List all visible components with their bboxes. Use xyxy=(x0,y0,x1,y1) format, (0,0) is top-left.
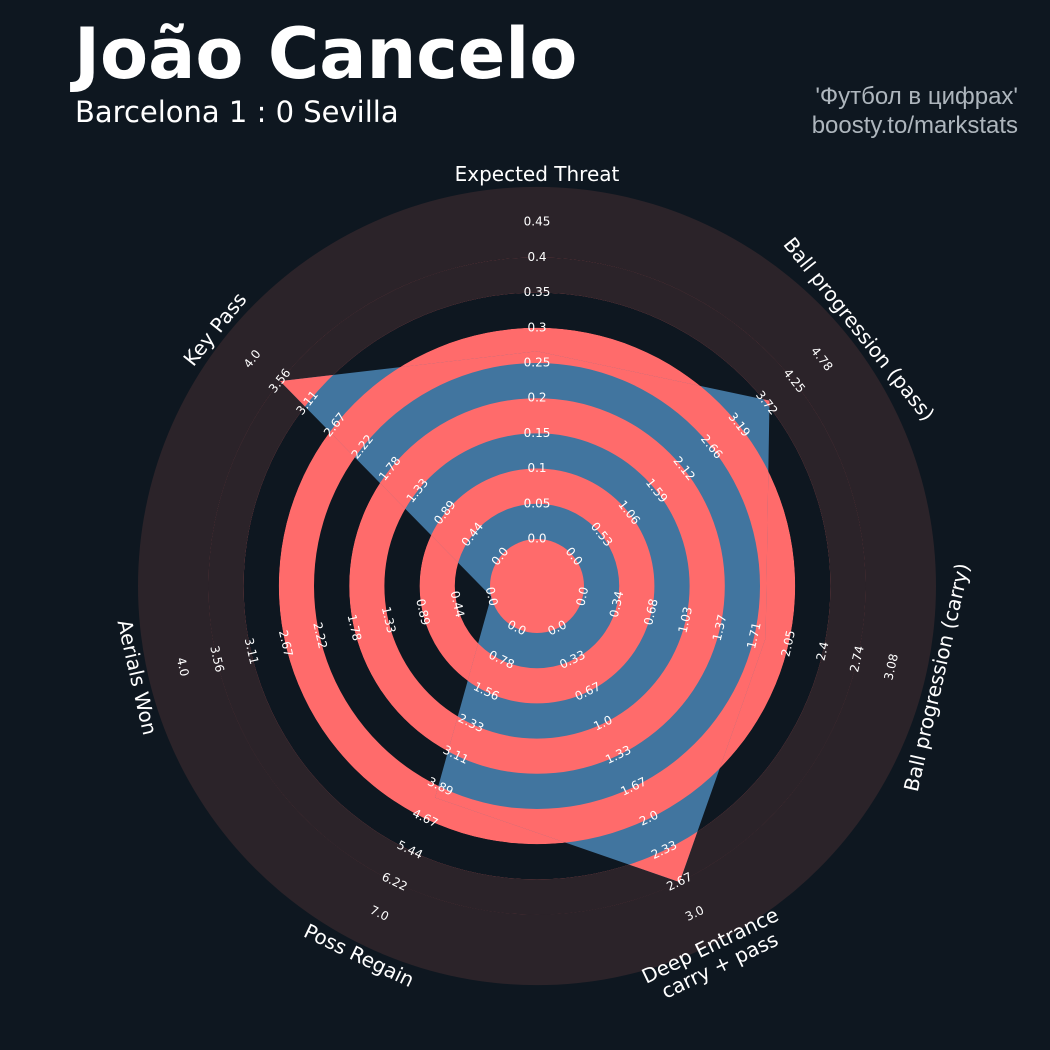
radar-tick-label: 0.25 xyxy=(524,356,551,370)
radar-param-label: Expected Threat xyxy=(455,162,620,186)
radar-tick-label: 0.05 xyxy=(524,496,551,510)
radar-tick-label: 1.33 xyxy=(379,605,399,634)
radar-tick-label: 0.68 xyxy=(641,597,661,626)
radar-tick-label: 0.0 xyxy=(483,586,501,608)
radar-tick-label: 0.1 xyxy=(527,461,546,475)
radar-tick-label: 1.71 xyxy=(744,621,764,650)
radar-polygon-rings xyxy=(280,351,770,883)
match-subtitle: Barcelona 1 : 0 Sevilla xyxy=(75,95,399,129)
radar-tick-label: 0.0 xyxy=(573,586,591,608)
radar-tick-label: 0.0 xyxy=(527,532,546,546)
radar-tick-label: 1.78 xyxy=(345,613,365,642)
radar-tick-label: 3.08 xyxy=(881,652,901,681)
radar-tick-label: 0.4 xyxy=(527,250,546,264)
radar-polygon-ring xyxy=(490,539,584,633)
radar-tick-label: 2.74 xyxy=(847,644,867,673)
radar-tick-label: 3.11 xyxy=(242,637,262,666)
credit-line-2: boosty.to/markstats xyxy=(811,112,1018,139)
player-name-title: João Cancelo xyxy=(74,13,578,95)
radar-tick-label: 2.67 xyxy=(276,629,296,658)
radar-tick-label: 0.45 xyxy=(524,215,551,229)
radar-tick-label: 1.03 xyxy=(676,605,696,634)
radar-tick-label: 4.0 xyxy=(174,656,192,678)
credit-line-1: 'Футбол в цифрах' xyxy=(815,83,1018,110)
radar-tick-label: 2.05 xyxy=(778,629,798,658)
radar-tick-label: 3.56 xyxy=(207,644,227,673)
radar-tick-label: 0.15 xyxy=(524,426,551,440)
radar-tick-label: 0.3 xyxy=(527,320,546,334)
radar-tick-label: 2.22 xyxy=(310,621,330,650)
radar-tick-label: 0.2 xyxy=(527,391,546,405)
radar-tick-label: 1.37 xyxy=(710,613,730,642)
radar-tick-label: 0.35 xyxy=(524,285,551,299)
radar-tick-label: 2.4 xyxy=(814,640,832,662)
credit-block: 'Футбол в цифрах' boosty.to/markstats xyxy=(812,82,1018,140)
radar-polygon-ring xyxy=(419,468,655,704)
radar-tick-label: 0.44 xyxy=(448,590,468,619)
radar-tick-label: 0.34 xyxy=(607,590,627,619)
radar-tick-label: 0.89 xyxy=(413,597,433,626)
